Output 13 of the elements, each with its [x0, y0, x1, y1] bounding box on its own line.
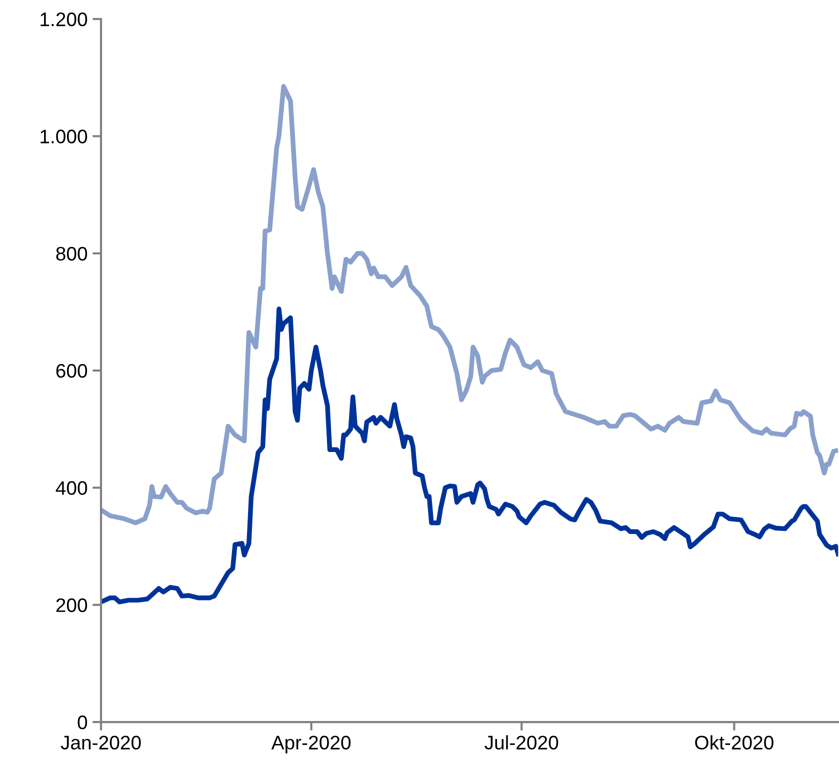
- y-tick-label: 0: [78, 715, 88, 730]
- x-tick-label: Jul-2020: [484, 735, 558, 750]
- y-tick-label: 400: [56, 481, 88, 495]
- y-tick-label: 1.000: [40, 130, 88, 144]
- x-tick-label: Okt-2020: [695, 735, 774, 750]
- y-tick-label: 1.200: [40, 12, 88, 26]
- x-tick-label: Apr-2020: [271, 736, 351, 754]
- x-tick-label: Jan-2020: [60, 736, 141, 750]
- line-series: [101, 84, 838, 526]
- y-tick-label: 600: [56, 364, 88, 378]
- y-tick-label: 800: [56, 246, 88, 261]
- y-tick-label: 200: [56, 598, 88, 612]
- line-series: [101, 306, 838, 604]
